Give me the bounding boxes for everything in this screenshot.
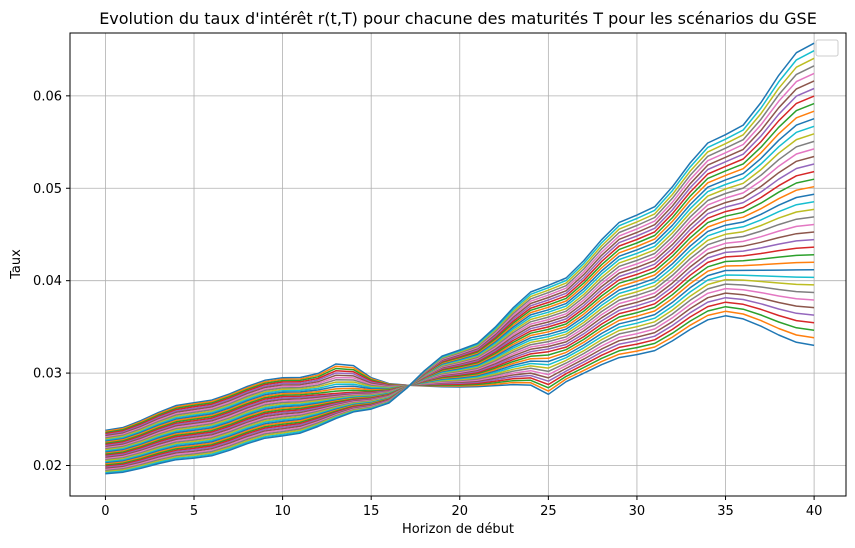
series-line (105, 87, 815, 469)
series-line (105, 148, 815, 460)
series-line (105, 305, 815, 434)
series-line (105, 261, 815, 444)
series-line (105, 163, 815, 458)
x-tick-label: 10 (274, 504, 291, 519)
series-line (105, 310, 815, 433)
series-line (105, 269, 815, 442)
plot-frame (69, 32, 847, 497)
series-line (105, 231, 815, 448)
series-line (105, 238, 815, 447)
series-line (105, 274, 815, 441)
x-tick-label: 40 (806, 504, 823, 519)
series-line (105, 102, 815, 466)
series-lines (105, 42, 815, 475)
series-line (105, 292, 815, 437)
series-line (105, 117, 815, 464)
series-line (105, 72, 815, 471)
series-line (105, 80, 815, 470)
x-tick-label: 20 (451, 504, 468, 519)
y-tick-label: 0.06 (33, 89, 62, 104)
x-tick-label: 5 (190, 504, 198, 519)
series-line (105, 50, 815, 474)
series-line (105, 170, 815, 457)
series-line (105, 178, 815, 456)
series-line (105, 253, 815, 445)
series-line (105, 110, 815, 465)
x-axis-ticks: 0 5 10 15 20 25 30 35 40 (101, 496, 822, 519)
x-tick-label: 30 (629, 504, 646, 519)
series-line (105, 155, 815, 459)
x-tick-label: 15 (363, 504, 380, 519)
series-line (105, 65, 815, 472)
series-line (105, 185, 815, 454)
series-line (105, 223, 815, 449)
series-line (105, 193, 815, 453)
x-tick-label: 0 (101, 504, 109, 519)
x-tick-label: 35 (717, 504, 734, 519)
series-line (105, 216, 815, 450)
series-line (105, 296, 815, 436)
y-axis-label: Taux (9, 249, 24, 280)
series-line (105, 133, 815, 462)
series-line (105, 287, 815, 438)
series-line (105, 140, 815, 461)
series-line (105, 95, 815, 467)
series-line (105, 125, 815, 463)
y-tick-label: 0.03 (33, 367, 62, 382)
series-line (105, 208, 815, 451)
series-line (105, 278, 815, 440)
series-line (105, 315, 815, 432)
legend-box (815, 39, 839, 57)
chart-title: Evolution du taux d'intérêt r(t,T) pour … (99, 9, 817, 28)
y-axis-ticks: 0.02 0.03 0.04 0.05 0.06 (33, 89, 70, 474)
series-line (105, 246, 815, 446)
y-tick-label: 0.05 (33, 182, 62, 197)
y-tick-label: 0.04 (33, 274, 62, 289)
series-line (105, 201, 815, 452)
series-line (105, 42, 815, 475)
series-line (105, 283, 815, 439)
series-line (105, 57, 815, 473)
x-tick-label: 25 (540, 504, 557, 519)
series-line (105, 301, 815, 435)
x-axis-label: Horizon de début (402, 522, 514, 537)
y-tick-label: 0.02 (33, 459, 62, 474)
